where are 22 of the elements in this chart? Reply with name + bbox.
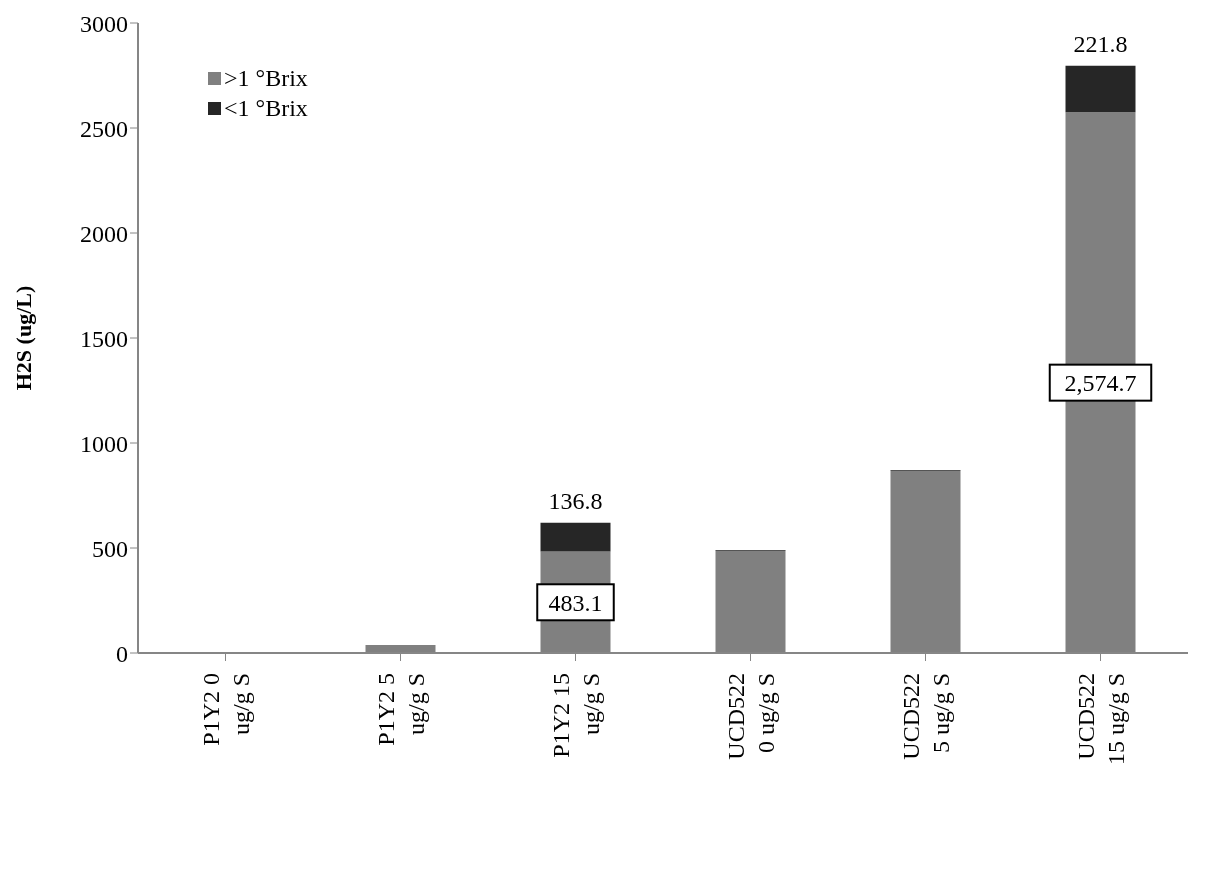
bar: [540, 522, 611, 552]
data-label: 483.1: [548, 589, 603, 616]
data-label: 136.8: [548, 487, 603, 514]
x-tick-label: P1Y2 15 ug/g S: [547, 673, 604, 758]
bar: [1065, 65, 1136, 113]
x-tick-label: P1Y2 5 ug/g S: [372, 673, 429, 746]
data-label: 2,574.7: [1064, 370, 1137, 397]
legend-label: <1 °Brix: [224, 94, 308, 122]
y-tick-label: 0: [116, 640, 128, 667]
y-axis-title: H2S (ug/L): [10, 285, 36, 391]
y-tick-label: 2500: [80, 115, 128, 142]
x-tick-label: UCD522 0 ug/g S: [722, 673, 779, 760]
y-tick-label: 1500: [80, 325, 128, 352]
y-tick-label: 3000: [80, 10, 128, 37]
legend-label: >1 °Brix: [224, 64, 308, 92]
y-tick-label: 500: [92, 535, 128, 562]
y-tick-label: 2000: [80, 220, 128, 247]
data-label: 221.8: [1073, 30, 1128, 57]
x-tick-label: UCD522 5 ug/g S: [897, 673, 954, 760]
x-tick-label: P1Y2 0 ug/g S: [197, 673, 254, 746]
x-tick-label: UCD522 15 ug/g S: [1072, 673, 1129, 766]
y-tick-label: 1000: [80, 430, 128, 457]
